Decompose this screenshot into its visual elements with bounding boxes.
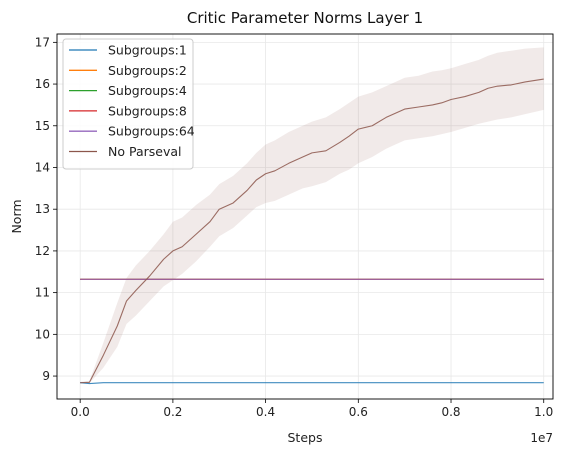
y-tick-label: 12	[35, 244, 50, 258]
x-tick-label: 0.6	[349, 405, 368, 419]
y-tick-label: 15	[35, 119, 50, 133]
y-tick-label: 9	[42, 369, 50, 383]
axis-ticks: 0.0 0.2 0.4 0.6 0.8 1.0 9 10 11 12 13 14 15 16 17	[35, 35, 554, 419]
series-line-no-parseval	[80, 78, 544, 384]
x-tick-label: 0.4	[256, 405, 275, 419]
legend-label: No Parseval	[108, 144, 181, 159]
legend-label: Subgroups:64	[108, 124, 195, 139]
y-tick-label: 14	[35, 160, 50, 174]
legend-box	[62, 38, 194, 170]
legend-label: Subgroups:4	[108, 83, 187, 98]
legend-label: Subgroups:8	[108, 103, 187, 118]
series-line-subgroups-1	[80, 382, 544, 385]
x-tick-label: 0.8	[441, 405, 460, 419]
legend-label: Subgroups:1	[108, 43, 187, 58]
y-tick-label: 10	[35, 327, 50, 341]
grid	[57, 34, 553, 399]
y-tick-label: 16	[35, 77, 50, 91]
plot-frame	[56, 33, 554, 400]
x-axis-multiplier: 1e7	[530, 431, 553, 445]
confidence-band	[80, 47, 544, 384]
y-tick-label: 11	[35, 286, 50, 300]
legend: Subgroups:1 Subgroups:2 Subgroups:4 Subgrou…	[62, 38, 195, 170]
x-axis-label: Steps	[288, 430, 323, 445]
legend-label: Subgroups:2	[108, 63, 187, 78]
y-tick-label: 17	[35, 35, 50, 49]
confidence-bands	[80, 47, 544, 384]
y-tick-label: 13	[35, 202, 50, 216]
x-tick-label: 1.0	[534, 405, 553, 419]
series-lines	[80, 78, 544, 385]
x-tick-label: 0.2	[163, 405, 182, 419]
x-tick-label: 0.0	[71, 405, 90, 419]
y-axis-label: Norm	[9, 199, 24, 233]
chart-title: Critic Parameter Norms Layer 1	[187, 9, 423, 27]
